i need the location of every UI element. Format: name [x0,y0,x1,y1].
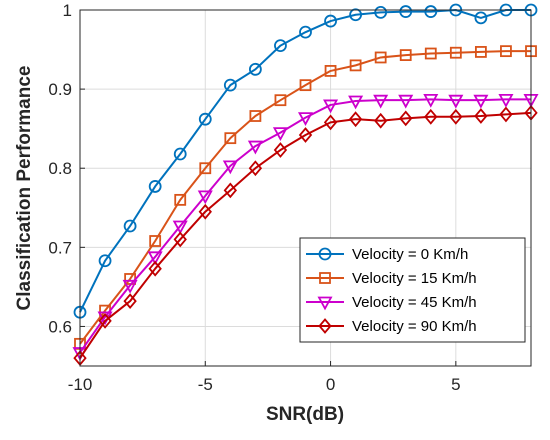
data-point [198,112,212,126]
legend: Velocity = 0 Km/h Velocity = 15 Km/h Veloc… [299,237,526,343]
data-point [424,47,437,60]
data-point [98,254,112,268]
data-point [248,160,263,177]
data-point [272,127,288,142]
data-point [399,110,413,127]
data-point [323,114,338,131]
data-point [197,190,213,205]
data-point [248,62,262,76]
data-point [500,45,512,58]
data-point [199,162,212,175]
data-point [274,39,287,52]
series-2 [72,93,539,361]
data-point [449,46,462,59]
data-point [148,260,162,277]
data-point [273,142,288,158]
y-tick-label: 0.7 [48,238,72,257]
data-point [98,313,112,329]
data-point [299,79,312,92]
data-point [148,180,162,193]
data-point [499,106,513,123]
data-point [349,8,363,22]
data-point [222,160,238,175]
data-point [324,14,337,28]
data-point [474,46,487,58]
y-axis-label: Classification Performance [14,66,35,311]
y-tick-label: 1 [63,1,72,20]
data-point [123,293,137,310]
y-tick-label: 0.9 [48,80,72,99]
data-point [198,203,212,220]
data-point [449,108,463,125]
data-point [298,127,313,143]
data-point [249,110,262,122]
data-point [274,94,287,107]
series-line [79,50,531,345]
data-point [122,279,138,294]
data-point [423,93,439,108]
legend-marker [318,318,332,334]
data-point [398,94,414,109]
data-point [474,11,488,25]
data-point [399,5,413,18]
data-point [424,5,438,18]
axis-ticks: -10 -5 0 5 0.6 0.7 0.8 0.9 1 [48,1,460,394]
data-point [498,93,514,108]
y-tick-label: 0.8 [48,159,72,178]
data-point [448,94,464,109]
data-point [424,108,438,125]
series-line [79,98,531,354]
data-point [149,235,162,247]
data-point [247,140,263,155]
data-point [374,5,388,19]
data-point [323,99,339,114]
series-line [79,111,532,359]
series-1 [74,45,537,350]
plot-frame [79,9,532,367]
y-tick-label: 0.6 [48,317,72,336]
data-point [172,220,188,235]
data-point [373,94,389,109]
x-axis-label: SNR(dB) [266,404,344,425]
x-tick-label: 5 [451,375,460,394]
data-point [147,251,163,266]
data-point [224,132,237,145]
legend-box [299,237,526,343]
legend-marker [318,247,332,261]
data-point [297,112,314,126]
x-tick-label: -10 [68,375,93,394]
x-tick-label: -5 [198,375,213,394]
data-point [399,49,412,61]
data-point [348,111,363,128]
x-tick-label: 0 [326,375,335,394]
data-point [223,78,237,92]
data-point [374,51,387,64]
data-point [299,25,312,39]
legend-marker [317,296,333,311]
data-point [324,65,337,77]
legend-label: Velocity = 15 Km/h [352,270,477,287]
data-point [123,219,137,233]
series-3 [73,104,538,366]
data-point [473,94,489,109]
data-point [174,193,187,206]
legend-marker [319,272,331,284]
data-point [373,112,388,129]
legend-label: Velocity = 45 Km/h [352,294,477,311]
data-point [223,182,238,199]
data-point [173,147,187,161]
legend-label: Velocity = 90 Km/h [352,318,477,335]
data-point [349,59,362,72]
data-point [173,231,187,248]
data-point [348,95,364,110]
legend-label: Velocity = 0 Km/h [352,246,468,263]
data-point [474,108,488,124]
